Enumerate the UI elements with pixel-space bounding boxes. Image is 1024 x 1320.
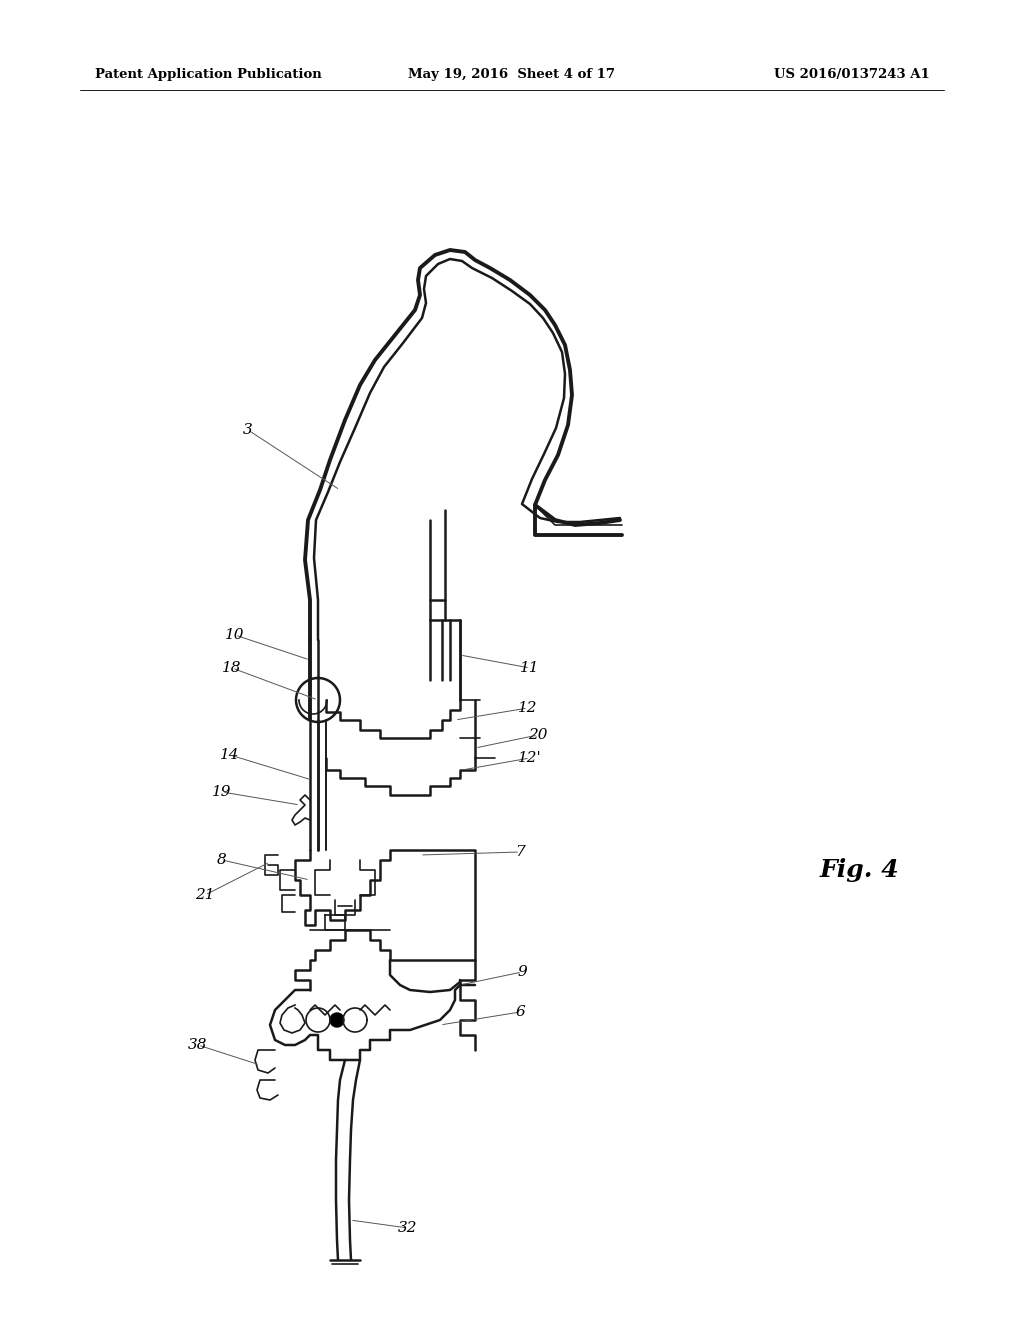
Text: Fig. 4: Fig. 4 — [820, 858, 900, 882]
Text: May 19, 2016  Sheet 4 of 17: May 19, 2016 Sheet 4 of 17 — [409, 69, 615, 81]
Text: 3: 3 — [243, 422, 253, 437]
Text: 6: 6 — [515, 1005, 525, 1019]
Text: 20: 20 — [528, 729, 548, 742]
Text: 32: 32 — [398, 1221, 418, 1236]
Text: Patent Application Publication: Patent Application Publication — [95, 69, 322, 81]
Text: 21: 21 — [196, 888, 215, 902]
Text: 12: 12 — [518, 701, 538, 715]
Text: 12': 12' — [518, 751, 542, 766]
Circle shape — [330, 1012, 344, 1027]
Text: 19: 19 — [212, 785, 231, 799]
Text: 11: 11 — [520, 661, 540, 675]
Text: 9: 9 — [517, 965, 527, 979]
Text: 38: 38 — [188, 1038, 208, 1052]
Text: 7: 7 — [515, 845, 525, 859]
Text: 8: 8 — [217, 853, 227, 867]
Text: 10: 10 — [225, 628, 245, 642]
Text: US 2016/0137243 A1: US 2016/0137243 A1 — [774, 69, 930, 81]
Text: 14: 14 — [220, 748, 240, 762]
Text: 18: 18 — [222, 661, 242, 675]
